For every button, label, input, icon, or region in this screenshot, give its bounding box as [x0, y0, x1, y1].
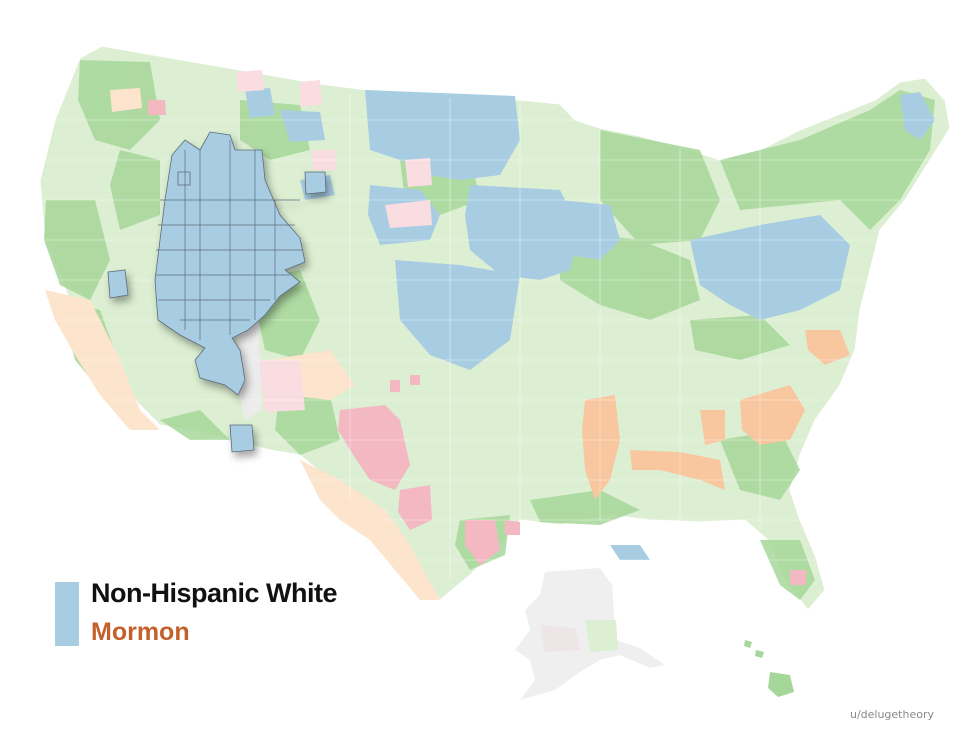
credit: u/delugetheory [849, 708, 934, 721]
highlighted-blue-block [107, 131, 327, 453]
light-pink-regions [236, 70, 432, 412]
alaska-green [585, 620, 618, 652]
legend-primary-label: Non-Hispanic White [91, 578, 338, 608]
hawaii [744, 640, 794, 697]
legend-secondary-label: Mormon [91, 618, 190, 646]
gray-region [236, 320, 262, 420]
legend: Non-Hispanic White Mormon [55, 578, 385, 648]
legend-swatch [55, 582, 79, 646]
